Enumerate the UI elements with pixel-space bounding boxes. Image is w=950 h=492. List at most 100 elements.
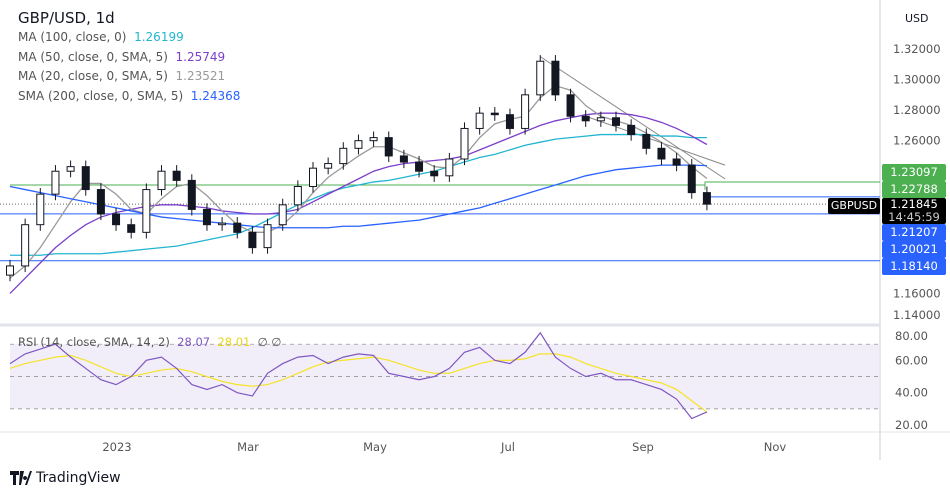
candle [657,142,666,166]
candle [384,131,393,163]
price-tick: 1.26000 [893,134,941,148]
candle-body [521,94,530,129]
candle [248,226,257,254]
candle [309,162,317,193]
candle-body [536,60,545,96]
ma-line [9,84,708,279]
candle-body [36,193,45,226]
candle-body [642,134,651,149]
candle [702,186,711,211]
legend-ma20[interactable]: MA (20, close, 0, SMA, 5) 1.23521 [18,69,226,83]
candle-body [127,224,136,233]
candle [66,160,75,178]
candle [339,142,348,170]
candle-body [66,166,75,172]
candle [157,165,166,196]
candle [672,152,681,172]
trendline [585,115,726,166]
candle [172,165,181,187]
candle-body [278,204,287,226]
chart-title: GBP/USD, 1d [18,9,115,27]
candle-body [566,94,575,117]
date-tick: Nov [764,440,787,454]
price-tick: 1.28000 [893,103,941,117]
legend: GBP/USD, 1d MA (100, close, 0) 1.26199 M… [18,8,240,106]
candle [505,108,514,135]
trendline [539,56,726,180]
candle [430,165,439,182]
price-tick: 1.16000 [893,286,941,300]
candle [81,160,90,196]
rsi-legend[interactable]: RSI (14, close, SMA, 14, 2) 28.07 28.01 … [18,335,282,349]
candle-body [233,222,242,233]
candle [627,119,636,141]
candle-body [505,114,514,129]
candle-body [81,166,90,191]
candle-body [369,137,378,142]
candle-body [248,231,257,249]
candle-body [218,222,227,226]
candle [369,131,378,147]
candle [6,259,14,282]
candle [460,122,469,166]
candle-body [96,189,105,215]
bar-countdown: 14:45:59 [888,210,940,224]
candle-body [399,155,408,163]
candle [263,218,272,254]
rsi-tick: 60.00 [895,353,928,367]
candle [536,55,545,101]
legend-sma200[interactable]: SMA (200, close, 0, SMA, 5) 1.24368 [18,88,241,103]
candle [399,149,408,169]
candle-body [293,186,302,206]
rsi-line [9,331,708,420]
candle-body [415,161,424,172]
ma-line [9,164,707,229]
candle-body [384,137,393,157]
candle-body [430,170,439,177]
candle [127,218,136,239]
candle-body [157,170,166,191]
candle [612,111,620,132]
candle-body [551,60,560,96]
candle [596,111,605,127]
candle [51,165,60,201]
date-tick: 2023 [102,440,131,454]
candle [581,110,590,127]
candle-body [21,224,30,267]
candle [202,203,211,231]
candle [475,107,484,135]
tradingview-logo[interactable]: TradingView [10,470,121,486]
price-label: 1.23097 [882,164,946,181]
candle [490,107,499,121]
candle-body [309,167,317,188]
candle-body [324,163,333,169]
candle-body [6,265,14,276]
candle-body [187,179,196,210]
candle-body [672,158,681,166]
date-tick: Jul [500,440,515,454]
rsi-tick: 40.00 [895,386,928,400]
candle-body [490,112,499,116]
price-label: 1.22788 [882,181,946,198]
candle-body [202,208,211,226]
price-label: 1.21207 [882,224,946,241]
candle [21,218,30,273]
symbol-label: GBPUSD [828,198,880,214]
legend-ma50[interactable]: MA (50, close, 0, SMA, 5) 1.25749 [18,49,226,64]
candle [415,155,424,178]
candle-body [687,164,696,194]
candle-body [612,117,620,126]
candle [566,88,575,123]
candle [233,217,242,239]
candle [687,159,696,199]
price-tick: 1.32000 [893,42,941,56]
legend-ma100[interactable]: MA (100, close, 0) 1.26199 [18,30,184,44]
candle-body [263,224,272,249]
candle [354,134,363,155]
candle [324,157,333,175]
candle-body [627,124,636,136]
currency-label[interactable]: USD [905,12,929,25]
candle [293,180,302,211]
